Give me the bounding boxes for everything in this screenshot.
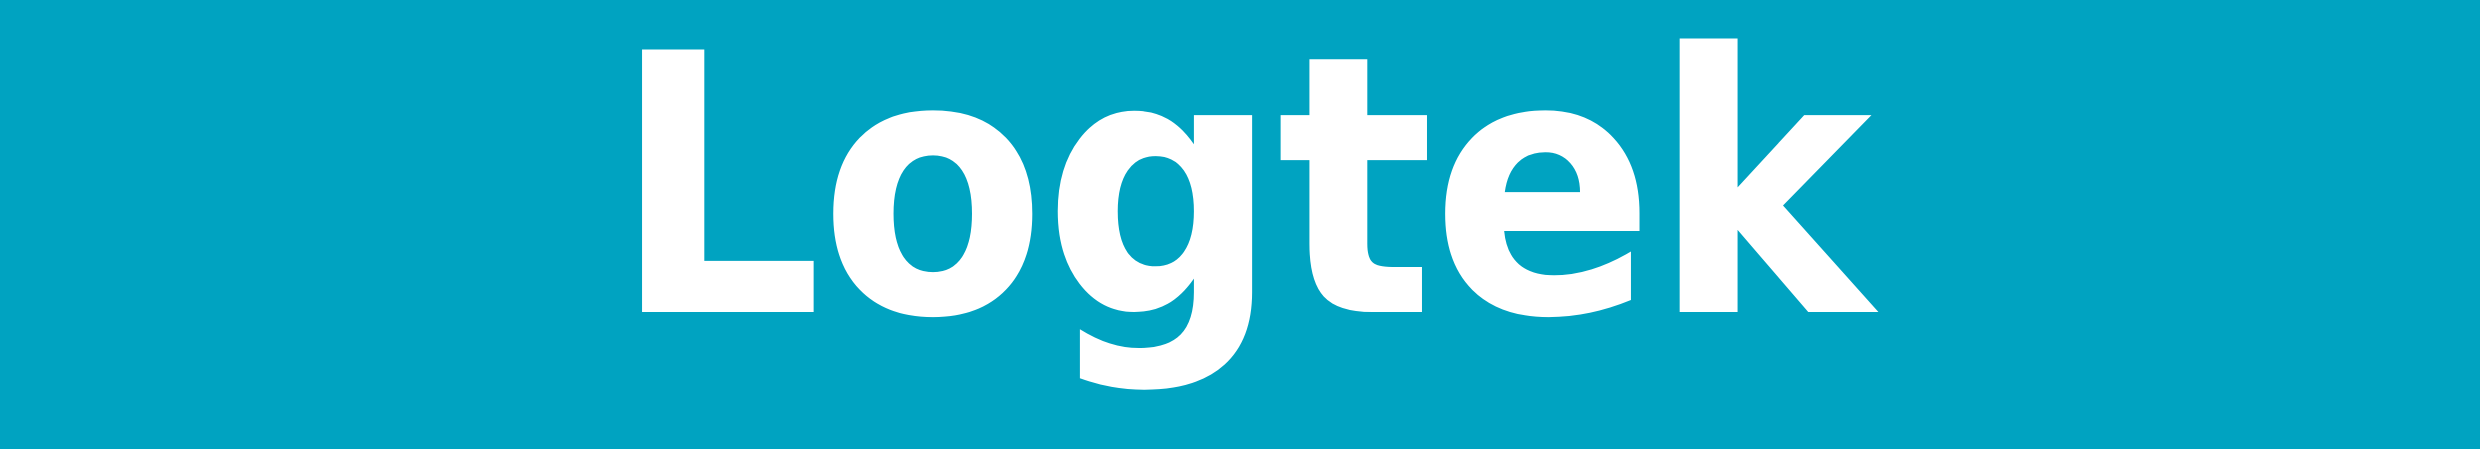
brand-name: Logtek xyxy=(611,0,1872,397)
